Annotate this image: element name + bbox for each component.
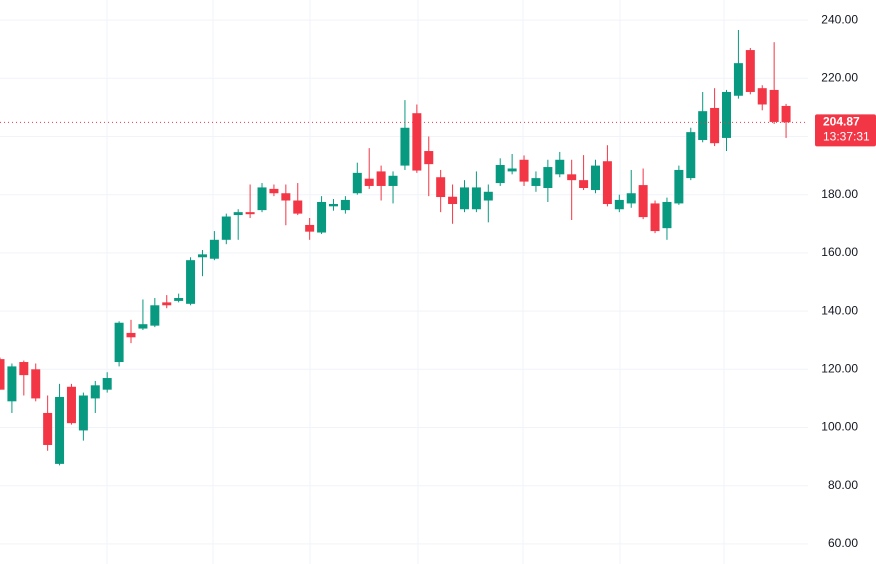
candle-body: [591, 165, 600, 191]
candle-body: [364, 178, 374, 186]
candle-body: [495, 165, 505, 184]
candle-body: [352, 172, 362, 194]
y-tick-label: 120.00: [821, 361, 858, 375]
candle-body: [698, 111, 708, 140]
candle-body: [531, 178, 541, 186]
candle-body: [555, 159, 565, 175]
candle-body: [602, 161, 612, 205]
candle-body: [579, 180, 589, 188]
candle-body: [507, 168, 517, 172]
candle-body: [281, 193, 291, 201]
candle-body: [102, 378, 112, 390]
candle-body: [769, 89, 779, 122]
candle-body: [55, 396, 65, 464]
candle-body: [412, 113, 422, 171]
candle-body: [186, 260, 196, 304]
candle-body: [0, 359, 5, 390]
candle-body: [340, 199, 350, 211]
candle-body: [126, 332, 136, 338]
candle-body: [388, 175, 398, 186]
candle-body: [90, 385, 100, 399]
candle-body: [174, 298, 184, 301]
candle-body: [424, 151, 434, 165]
candle-body: [448, 196, 458, 205]
candle-body: [614, 199, 624, 210]
candle-body: [293, 200, 303, 214]
last-price-box: [815, 114, 876, 147]
candle-body: [781, 105, 791, 123]
y-tick-label: 180.00: [821, 187, 858, 201]
candle-body: [233, 212, 243, 216]
vertical-grid: [106, 0, 725, 564]
candle-body: [686, 132, 696, 179]
candle-body: [162, 302, 172, 306]
y-tick-label: 240.00: [821, 12, 858, 26]
last-price-label: 204.87: [823, 114, 860, 128]
y-tick-label: 140.00: [821, 303, 858, 317]
candle-body: [209, 239, 219, 259]
candle-body: [138, 324, 148, 329]
candle-body: [31, 369, 41, 399]
candle-body: [674, 169, 684, 204]
candle-body: [626, 193, 636, 204]
candle-body: [459, 187, 469, 210]
y-tick-label: 60.00: [828, 536, 858, 550]
candle-body: [114, 322, 124, 363]
y-tick-label: 160.00: [821, 245, 858, 259]
candle-body: [436, 177, 446, 198]
candle-body: [328, 204, 338, 207]
candle-body: [7, 366, 17, 402]
candle-body: [221, 216, 231, 240]
candle-body: [519, 159, 529, 182]
candle-body: [662, 201, 672, 229]
candle-body: [745, 50, 755, 92]
candle-body: [19, 362, 29, 376]
candle-body: [567, 174, 577, 181]
candle-body: [245, 212, 255, 215]
candle-body: [317, 201, 327, 233]
candle-body: [150, 305, 160, 326]
candle-body: [722, 91, 732, 138]
candle-body: [757, 88, 767, 105]
candle-body: [710, 107, 720, 144]
y-tick-label: 220.00: [821, 70, 858, 84]
candle-body: [650, 203, 660, 232]
candle-body: [66, 386, 76, 424]
candle-body: [543, 167, 553, 188]
candle-body: [733, 63, 743, 96]
candle-body: [305, 224, 315, 232]
candle-body: [43, 412, 53, 445]
candle-body: [197, 254, 207, 258]
y-tick-label: 100.00: [821, 420, 858, 434]
candle-body: [257, 187, 267, 211]
countdown-label: 13:37:31: [823, 129, 870, 143]
candle-body: [376, 171, 386, 186]
candle-body: [78, 395, 88, 431]
y-tick-label: 80.00: [828, 478, 858, 492]
candle-body: [269, 188, 279, 194]
candle-body: [400, 127, 410, 166]
candle-body: [483, 191, 493, 201]
candle-body: [471, 187, 481, 210]
candle-body: [638, 185, 648, 218]
